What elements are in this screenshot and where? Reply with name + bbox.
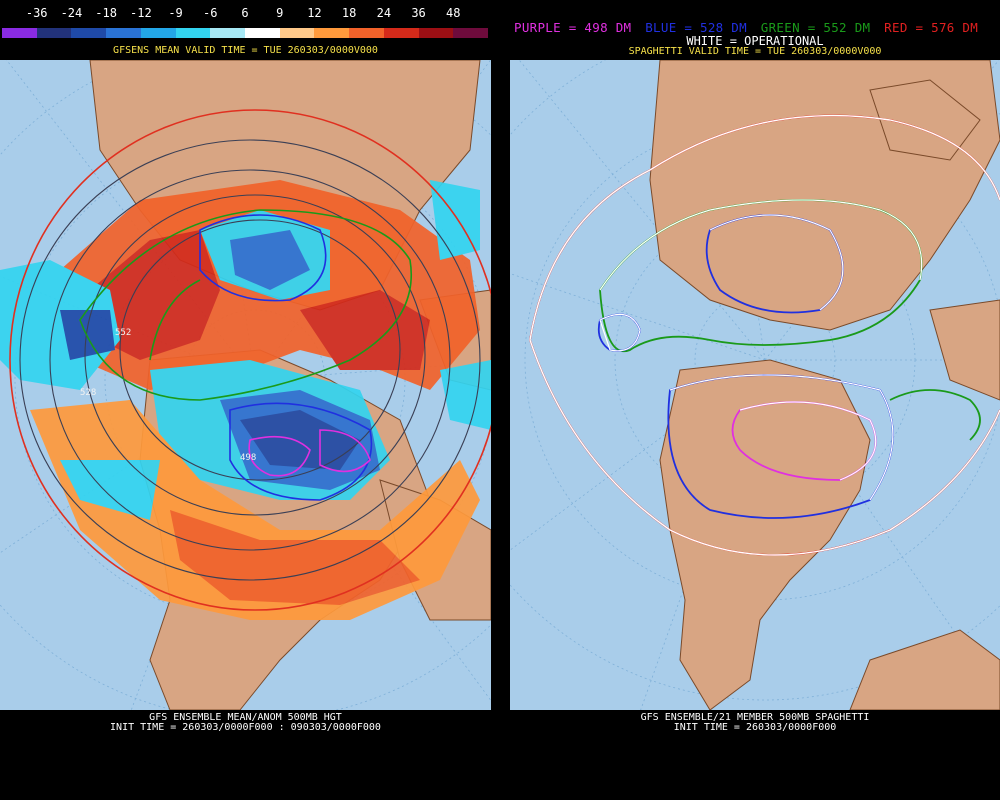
colorbar-tick-label: -24: [60, 6, 83, 20]
colorbar-swatch: [71, 28, 107, 38]
colorbar-swatch: [175, 28, 211, 38]
contour-label-528: 528: [80, 388, 96, 398]
legend-blue: BLUE = 528 DM: [645, 20, 747, 35]
mean-valid-time-title: GFSENS MEAN VALID TIME = TUE 260303/0000…: [113, 45, 378, 56]
colorbar-swatch: [453, 28, 489, 38]
colorbar-tick-label: 12: [307, 6, 322, 20]
colorbar-swatch: [383, 28, 420, 38]
contour-color-legend: PURPLE = 498 DM BLUE = 528 DM GREEN = 55…: [514, 20, 1000, 35]
colorbar-swatch: [140, 28, 177, 38]
ensemble-mean-panel: -36 -24 -18 -12 -9 -6 6 9 12 18 24 36 48 GFSENS MEAN…: [0, 0, 491, 800]
legend-purple: PURPLE = 498 DM: [514, 20, 632, 35]
colorbar-tick-label: -36: [25, 6, 48, 20]
colorbar-swatch: [349, 28, 385, 38]
spaghetti-valid-time-title: SPAGHETTI VALID TIME = TUE 260303/0000V0…: [628, 46, 882, 57]
ensemble-mean-map: 552 528 498: [0, 60, 491, 710]
mean-footer-line2: INIT TIME = 260303/0000F000 : 090303/000…: [110, 722, 381, 733]
colorbar-tick-label: -18: [95, 6, 117, 20]
legend-green: GREEN = 552 DM: [760, 20, 871, 35]
spaghetti-footer-line2: INIT TIME = 260303/0000F000: [673, 722, 837, 733]
legend-operational: WHITE = OPERATIONAL: [686, 34, 824, 48]
colorbar-tick-label: 24: [376, 6, 392, 20]
colorbar-swatch: [2, 28, 38, 38]
mean-map-svg: 552 528 498: [0, 60, 491, 710]
colorbar-swatch: [314, 28, 350, 38]
legend-red: RED = 576 DM: [884, 20, 979, 35]
anomaly-colorbar: -36 -24 -18 -12 -9 -6 6 9 12 18 24 36 48: [2, 6, 489, 38]
colorbar-swatch: [245, 28, 281, 38]
mean-footer-line1: GFS ENSEMBLE MEAN/ANOM 500MB HGT: [149, 712, 342, 723]
spaghetti-map: [510, 60, 1000, 710]
colorbar-swatch: [279, 28, 315, 38]
panel-divider: [491, 0, 510, 800]
spaghetti-panel: PURPLE = 498 DM BLUE = 528 DM GREEN = 55…: [510, 0, 1000, 800]
colorbar-tick-label: -6: [203, 6, 218, 20]
colorbar-swatch: [106, 28, 142, 38]
colorbar-tick-label: 36: [411, 6, 426, 20]
colorbar-swatch: [210, 28, 246, 38]
colorbar-swatch: [418, 28, 454, 38]
colorbar-tick-label: 48: [446, 6, 461, 20]
colorbar-tick-label: -9: [168, 6, 183, 20]
contour-label-498: 498: [240, 453, 256, 463]
colorbar-tick-label: 6: [241, 6, 249, 20]
colorbar-tick-label: 9: [276, 6, 284, 20]
contour-label-552: 552: [115, 328, 131, 338]
spaghetti-footer-line1: GFS ENSEMBLE/21 MEMBER 500MB SPAGHETTI: [640, 712, 870, 723]
spaghetti-map-svg: [510, 60, 1000, 710]
colorbar-tick-label: 18: [341, 6, 357, 20]
colorbar-swatch: [36, 28, 72, 38]
colorbar-tick-label: -12: [130, 6, 152, 20]
